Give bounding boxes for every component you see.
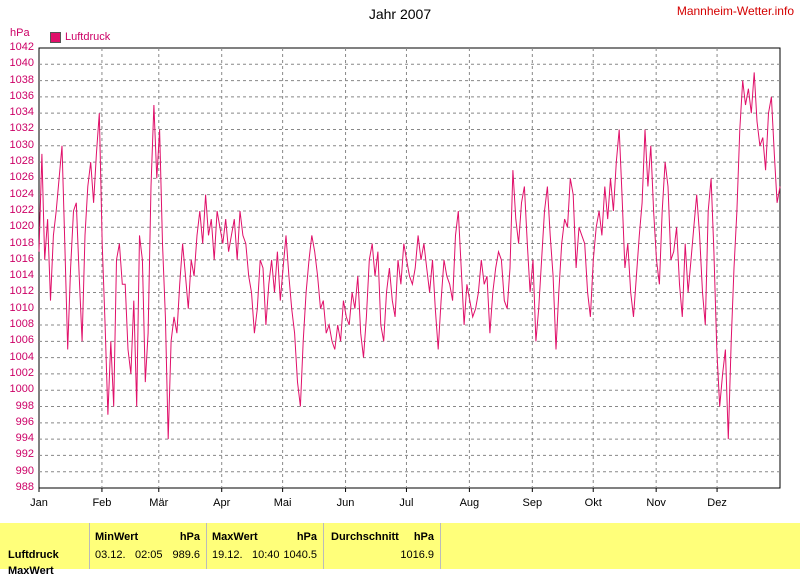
- legend-label: Luftdruck: [65, 31, 111, 43]
- y-tick-label: 1016: [9, 252, 34, 265]
- y-tick-label: 1030: [9, 138, 34, 151]
- legend: Luftdruck: [50, 31, 110, 43]
- y-tick-label: 994: [15, 432, 34, 445]
- y-tick-label: 1026: [9, 171, 34, 184]
- y-tick-label: 1004: [9, 350, 34, 363]
- chart-plot-area: [38, 72, 781, 440]
- stats-row-name: Luftdruck: [8, 549, 59, 561]
- x-tick-label: Feb: [92, 497, 112, 509]
- max-value: 1040.5: [283, 549, 317, 561]
- avg-header: Durchschnitt: [331, 531, 399, 543]
- stats-table: Luftdruck MaxWert MinWert hPa 03.12. 02:…: [0, 523, 800, 577]
- y-tick-label: 992: [15, 448, 34, 461]
- y-tick-label: 1024: [9, 187, 34, 200]
- y-tick-label: 1000: [9, 383, 34, 396]
- y-tick-label: 1008: [9, 318, 34, 331]
- y-tick-label: 998: [15, 399, 34, 412]
- stats-row2-name: MaxWert: [8, 565, 54, 577]
- x-tick-label: Jul: [399, 497, 414, 509]
- x-tick-label: Dez: [707, 497, 727, 509]
- y-tick-label: 1032: [9, 122, 34, 135]
- y-tick-label: 1040: [9, 57, 34, 70]
- x-tick-label: Okt: [584, 497, 602, 509]
- chart-title: Jahr 2007: [368, 6, 432, 22]
- min-date: 03.12.: [95, 549, 126, 561]
- x-tick-label: Jun: [336, 497, 355, 509]
- y-tick-label: 1042: [9, 41, 34, 53]
- y-tick-label: 1036: [9, 89, 34, 102]
- max-header: MaxWert: [212, 531, 258, 543]
- min-unit: hPa: [179, 531, 200, 543]
- y-tick-label: 1022: [9, 203, 34, 216]
- series-line-luftdruck: [38, 72, 781, 440]
- avg-unit: hPa: [413, 531, 434, 543]
- y-tick-label: 1002: [9, 366, 34, 379]
- y-tick-label: 990: [15, 464, 34, 477]
- y-tick-label: 1018: [9, 236, 34, 249]
- legend-swatch: [50, 31, 61, 43]
- avg-value: 1016.9: [400, 549, 434, 561]
- y-tick-label: 1028: [9, 155, 34, 168]
- y-tick-label: 996: [15, 415, 34, 428]
- x-tick-label: Jan: [30, 497, 48, 509]
- min-time: 02:05: [135, 549, 163, 561]
- x-tick-label: Sep: [522, 497, 543, 509]
- x-tick-label: Mai: [273, 497, 292, 509]
- chart-grid: [38, 47, 781, 492]
- stats-col-max: MaxWert hPa 19.12. 10:40 1040.5: [206, 523, 323, 569]
- stats-col-min: MinWert hPa 03.12. 02:05 989.6: [89, 523, 206, 569]
- y-tick-label: 1006: [9, 334, 34, 347]
- max-time: 10:40: [252, 549, 280, 561]
- x-tick-label: Nov: [646, 497, 666, 509]
- min-header: MinWert: [95, 531, 139, 543]
- y-tick-label: 1038: [9, 73, 34, 86]
- y-tick-label: 988: [15, 481, 34, 493]
- y-axis-unit: hPa: [10, 27, 30, 39]
- y-tick-label: 1010: [9, 301, 34, 314]
- x-tick-label: Aug: [459, 497, 480, 509]
- y-tick-label: 1012: [9, 285, 34, 298]
- plot-frame: [38, 47, 781, 489]
- chart-canvas: [38, 47, 781, 492]
- x-tick-label: Mär: [149, 497, 169, 509]
- y-tick-label: 1020: [9, 220, 34, 233]
- min-value: 989.6: [172, 549, 200, 561]
- stats-col-avg: Durchschnitt hPa 1016.9: [323, 523, 441, 569]
- max-unit: hPa: [296, 531, 317, 543]
- x-tick-label: Apr: [213, 497, 231, 509]
- max-date: 19.12.: [212, 549, 243, 561]
- y-tick-label: 1014: [9, 269, 34, 282]
- site-link[interactable]: Mannheim-Wetter.info: [676, 4, 794, 18]
- y-tick-label: 1034: [9, 106, 34, 119]
